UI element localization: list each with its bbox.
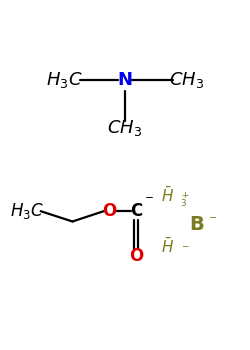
Text: $^-$: $^-$	[180, 243, 190, 256]
Text: $\bar{H}$: $\bar{H}$	[161, 186, 174, 205]
Text: $\bar{H}$: $\bar{H}$	[161, 237, 174, 256]
Text: C: C	[130, 202, 142, 220]
Text: $_3^+$: $_3^+$	[180, 190, 190, 209]
Text: O: O	[102, 202, 116, 220]
Text: $CH_3$: $CH_3$	[108, 119, 142, 139]
Text: B: B	[190, 216, 204, 234]
Text: $H_3C$: $H_3C$	[10, 201, 44, 221]
Text: $^{-}$: $^{-}$	[144, 194, 154, 209]
Text: N: N	[118, 71, 132, 89]
Text: $CH_3$: $CH_3$	[168, 70, 204, 90]
Text: $^-$: $^-$	[206, 215, 217, 229]
Text: O: O	[129, 247, 143, 265]
Text: $H_3C$: $H_3C$	[46, 70, 82, 90]
